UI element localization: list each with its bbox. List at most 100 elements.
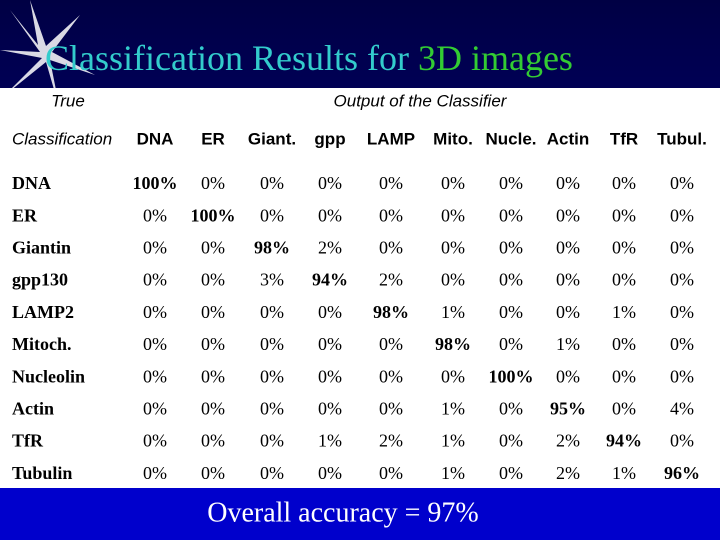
cell: 0% <box>379 463 403 483</box>
cell: 98% <box>435 334 471 354</box>
cell: 0% <box>379 334 403 354</box>
cell: 0% <box>670 238 694 258</box>
cell: 0% <box>379 173 403 193</box>
cell: 0% <box>612 399 636 419</box>
cell: 0% <box>143 238 167 258</box>
cell: 0% <box>201 270 225 290</box>
cell: 0% <box>612 366 636 386</box>
cell: 0% <box>379 399 403 419</box>
column-header: Actin <box>547 129 590 148</box>
cell: 0% <box>499 399 523 419</box>
cell: 0% <box>260 173 284 193</box>
title-main: Classification Results for <box>45 38 418 78</box>
cell: 0% <box>556 270 580 290</box>
cell: 1% <box>612 463 636 483</box>
cell: 0% <box>670 173 694 193</box>
cell: 0% <box>201 431 225 451</box>
cell: 0% <box>556 366 580 386</box>
cell: 0% <box>556 205 580 225</box>
corner: Classification <box>12 129 112 148</box>
cell: 0% <box>201 463 225 483</box>
cell: 94% <box>606 431 642 451</box>
title-accent: 3D images <box>418 38 573 78</box>
cell: 2% <box>318 238 342 258</box>
cell: 0% <box>379 366 403 386</box>
cell: 2% <box>556 463 580 483</box>
cell: 0% <box>260 302 284 322</box>
cell: 0% <box>441 270 465 290</box>
column-header: ER <box>201 129 225 148</box>
cell: 0% <box>499 238 523 258</box>
column-header: Giant. <box>248 129 296 148</box>
cell: 0% <box>260 431 284 451</box>
cell: 0% <box>143 463 167 483</box>
cell: 95% <box>550 399 586 419</box>
cell: 1% <box>441 431 465 451</box>
cell: 0% <box>670 431 694 451</box>
cell: 4% <box>670 399 694 419</box>
cell: 0% <box>499 205 523 225</box>
cell: 0% <box>318 302 342 322</box>
cell: 0% <box>612 334 636 354</box>
column-header: Tubul. <box>657 129 707 148</box>
cell: 0% <box>318 366 342 386</box>
row-label: Tubulin <box>12 463 72 483</box>
cell: 0% <box>318 334 342 354</box>
cell: 0% <box>670 366 694 386</box>
table-area <box>0 88 720 488</box>
cell: 0% <box>143 270 167 290</box>
cell: 1% <box>318 431 342 451</box>
cell: 100% <box>489 366 534 386</box>
row-label: TfR <box>12 431 44 451</box>
row-label: Nucleolin <box>12 366 85 386</box>
cell: 0% <box>201 399 225 419</box>
cell: 2% <box>556 431 580 451</box>
cell: 0% <box>201 334 225 354</box>
column-header: TfR <box>610 129 638 148</box>
footer-bar <box>0 488 720 540</box>
cell: 0% <box>143 334 167 354</box>
corner-top: True <box>51 91 85 110</box>
row-label: Actin <box>12 399 54 419</box>
cell: 0% <box>556 302 580 322</box>
cell: 0% <box>143 366 167 386</box>
cell: 1% <box>556 334 580 354</box>
cell: 94% <box>312 270 348 290</box>
cell: 0% <box>612 173 636 193</box>
cell: 0% <box>201 366 225 386</box>
cell: 0% <box>499 270 523 290</box>
row-label: LAMP2 <box>12 302 74 322</box>
cell: 0% <box>441 238 465 258</box>
column-header: LAMP <box>367 129 415 148</box>
cell: 3% <box>260 270 284 290</box>
cell: 0% <box>260 399 284 419</box>
row-label: ER <box>12 205 38 225</box>
cell: 100% <box>133 173 178 193</box>
cell: 1% <box>612 302 636 322</box>
cell: 0% <box>670 302 694 322</box>
cell: 0% <box>441 205 465 225</box>
row-label: DNA <box>12 173 51 193</box>
cell: 2% <box>379 270 403 290</box>
column-group: Output of the Classifier <box>334 91 508 110</box>
cell: 0% <box>318 173 342 193</box>
column-header: Mito. <box>433 129 473 148</box>
title: Classification Results for 3D images <box>45 38 573 78</box>
cell: 98% <box>373 302 409 322</box>
cell: 0% <box>201 238 225 258</box>
column-header: DNA <box>137 129 174 148</box>
cell: 1% <box>441 399 465 419</box>
cell: 0% <box>260 463 284 483</box>
cell: 0% <box>143 399 167 419</box>
cell: 0% <box>612 205 636 225</box>
cell: 0% <box>201 173 225 193</box>
cell: 100% <box>191 205 236 225</box>
cell: 0% <box>612 270 636 290</box>
cell: 0% <box>143 302 167 322</box>
cell: 0% <box>201 302 225 322</box>
cell: 0% <box>318 399 342 419</box>
cell: 0% <box>318 463 342 483</box>
star-burst <box>0 0 95 110</box>
cell: 0% <box>556 238 580 258</box>
cell: 0% <box>260 366 284 386</box>
